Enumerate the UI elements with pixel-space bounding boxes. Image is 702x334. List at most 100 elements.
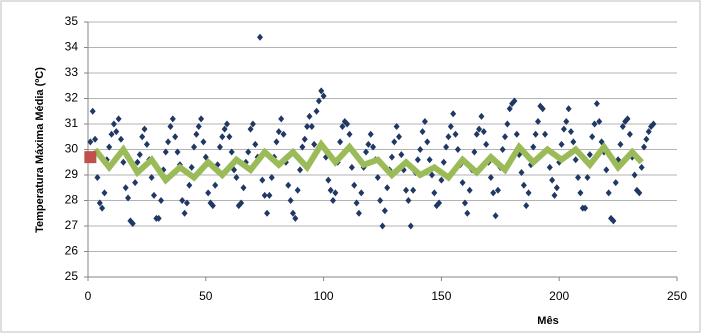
diamond-point	[351, 181, 358, 189]
diamond-point	[525, 189, 532, 197]
diamond-point	[261, 191, 268, 199]
diamond-point	[200, 138, 207, 146]
diamond-point	[181, 209, 188, 217]
diamond-point	[278, 115, 285, 123]
diamond-point	[141, 125, 148, 133]
diamond-point	[565, 105, 572, 113]
fit-line	[92, 139, 644, 185]
diamond-point	[158, 197, 165, 204]
diamond-point	[367, 130, 374, 138]
square-point	[84, 151, 97, 164]
diamond-point	[365, 140, 372, 148]
diamond-point	[304, 123, 311, 131]
diamond-point	[558, 140, 565, 148]
diamond-point	[546, 163, 553, 171]
diamond-point	[494, 186, 501, 194]
diamond-point	[605, 189, 612, 197]
diamond-point	[523, 202, 530, 210]
diamond-point	[169, 115, 176, 123]
diamond-point	[511, 97, 518, 105]
diamond-point	[459, 179, 466, 187]
diamond-point	[186, 181, 193, 189]
diamond-point	[426, 156, 433, 164]
diamond-point	[129, 219, 136, 227]
diamond-point	[348, 163, 355, 171]
diamond-point	[188, 163, 195, 171]
diamond-point	[445, 133, 452, 141]
diamond-point	[273, 138, 280, 146]
diamond-point	[285, 181, 292, 189]
diamond-point	[532, 130, 539, 138]
diamond-point	[492, 212, 499, 220]
diamond-point	[443, 143, 450, 151]
diamond-point	[280, 130, 287, 138]
diamond-point	[530, 143, 537, 151]
diamond-point	[560, 125, 567, 133]
diamond-point	[355, 209, 362, 217]
diamond-point	[471, 148, 478, 156]
diamond-point	[393, 123, 400, 131]
diamond-point	[502, 133, 509, 141]
diamond-point	[212, 181, 219, 189]
diamond-point	[330, 197, 337, 204]
diamond-point	[542, 130, 549, 138]
diamond-point	[92, 135, 99, 143]
diamond-point	[344, 120, 351, 128]
diamond-point	[424, 138, 431, 146]
diamond-point	[480, 128, 487, 136]
diamond-point	[132, 179, 139, 187]
diamond-point	[417, 146, 424, 153]
diamond-point	[240, 184, 247, 192]
diamond-point	[617, 140, 624, 148]
diamond-point	[650, 120, 657, 128]
diamond-point	[490, 189, 497, 197]
y-tick-label: 29	[65, 167, 79, 181]
diamond-point	[108, 130, 115, 138]
diamond-point	[549, 176, 556, 184]
diamond-point	[636, 189, 643, 197]
diamond-point	[318, 87, 325, 95]
diamond-point	[311, 140, 318, 148]
diamond-point	[454, 146, 461, 153]
diamond-point	[266, 191, 273, 199]
diamond-point	[641, 143, 648, 151]
diamond-point	[452, 130, 459, 138]
diamond-point	[209, 202, 216, 210]
diamond-point	[626, 130, 633, 138]
diamond-point	[136, 151, 143, 159]
diamond-point	[499, 146, 506, 153]
diamond-point	[113, 128, 120, 136]
diamond-point	[466, 186, 473, 194]
diamond-point	[398, 151, 405, 159]
diamond-point	[384, 184, 391, 192]
diamond-point	[167, 123, 174, 131]
diamond-point	[245, 148, 252, 156]
diamond-point	[148, 174, 155, 182]
y-tick-label: 34	[65, 40, 79, 54]
diamond-point	[436, 199, 443, 207]
axes: 25 26 27 28 29 30 31 32 33 34 35 0 50 100 150 200 250	[65, 14, 688, 303]
diamond-point	[381, 207, 388, 215]
diamond-point	[570, 138, 577, 146]
diamond-point	[596, 117, 603, 125]
diamond-point	[120, 158, 127, 166]
diamond-point	[577, 189, 584, 197]
diamond-point	[447, 123, 454, 131]
diamond-point	[346, 130, 353, 138]
x-tick-label: 100	[314, 289, 334, 303]
diamond-point	[476, 125, 483, 133]
diamond-point	[513, 130, 520, 138]
diamond-point	[259, 176, 266, 184]
diamond-point	[643, 135, 650, 143]
diamond-point	[256, 33, 263, 41]
diamond-point	[233, 174, 240, 182]
y-tick-label: 26	[65, 244, 79, 258]
diamond-point	[551, 191, 558, 199]
y-tick-label: 31	[65, 116, 79, 130]
diamond-point	[139, 133, 146, 141]
diamond-point	[143, 140, 150, 148]
diamond-point	[292, 214, 299, 222]
diamond-point	[363, 148, 370, 156]
diamond-point	[174, 148, 181, 156]
